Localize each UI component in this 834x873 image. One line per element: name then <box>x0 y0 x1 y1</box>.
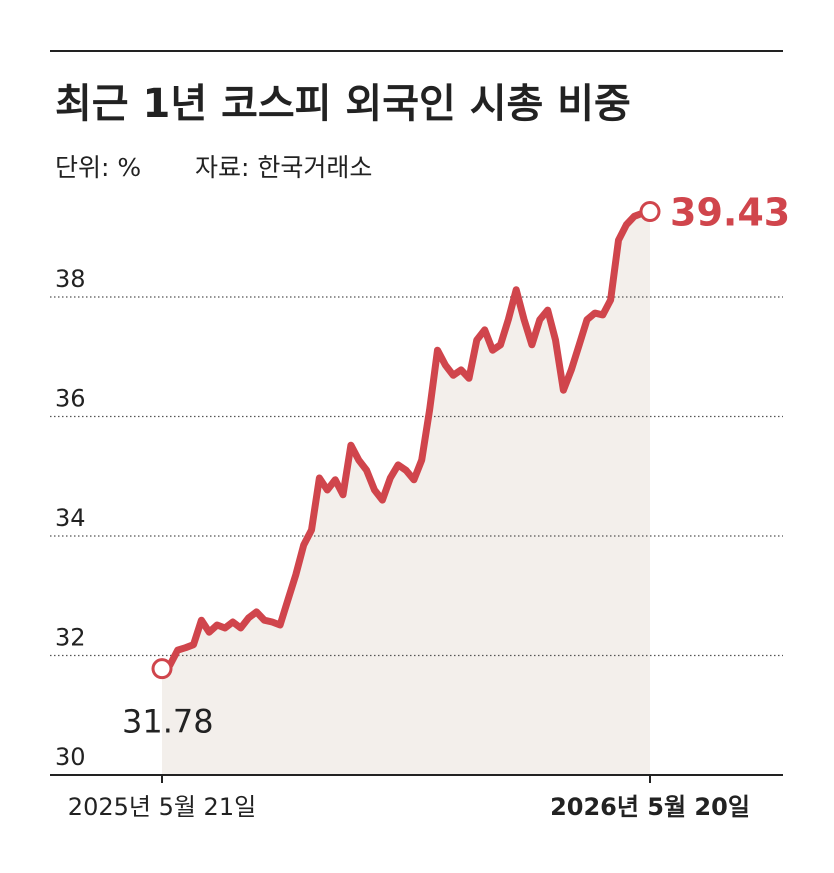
x-tick-label: 2025년 5월 21일 <box>68 793 256 821</box>
area <box>162 211 650 776</box>
y-tick-label: 30 <box>55 743 86 771</box>
chart-title: 최근 1년 코스피 외국인 시총 비중 <box>55 81 631 127</box>
unit-note: 단위: % <box>55 153 141 182</box>
end-marker <box>639 201 661 223</box>
data-label: 31.78 <box>122 703 214 741</box>
data-label: 39.43 <box>670 191 790 235</box>
y-tick-label: 32 <box>55 624 86 652</box>
y-tick-label: 36 <box>55 385 86 413</box>
end-marker <box>151 658 173 680</box>
y-tick-label: 34 <box>55 504 86 532</box>
source-note: 자료: 한국거래소 <box>195 153 372 182</box>
line <box>158 208 654 673</box>
x-tick-label: 2026년 5월 20일 <box>550 793 750 821</box>
y-tick-label: 38 <box>55 265 86 293</box>
